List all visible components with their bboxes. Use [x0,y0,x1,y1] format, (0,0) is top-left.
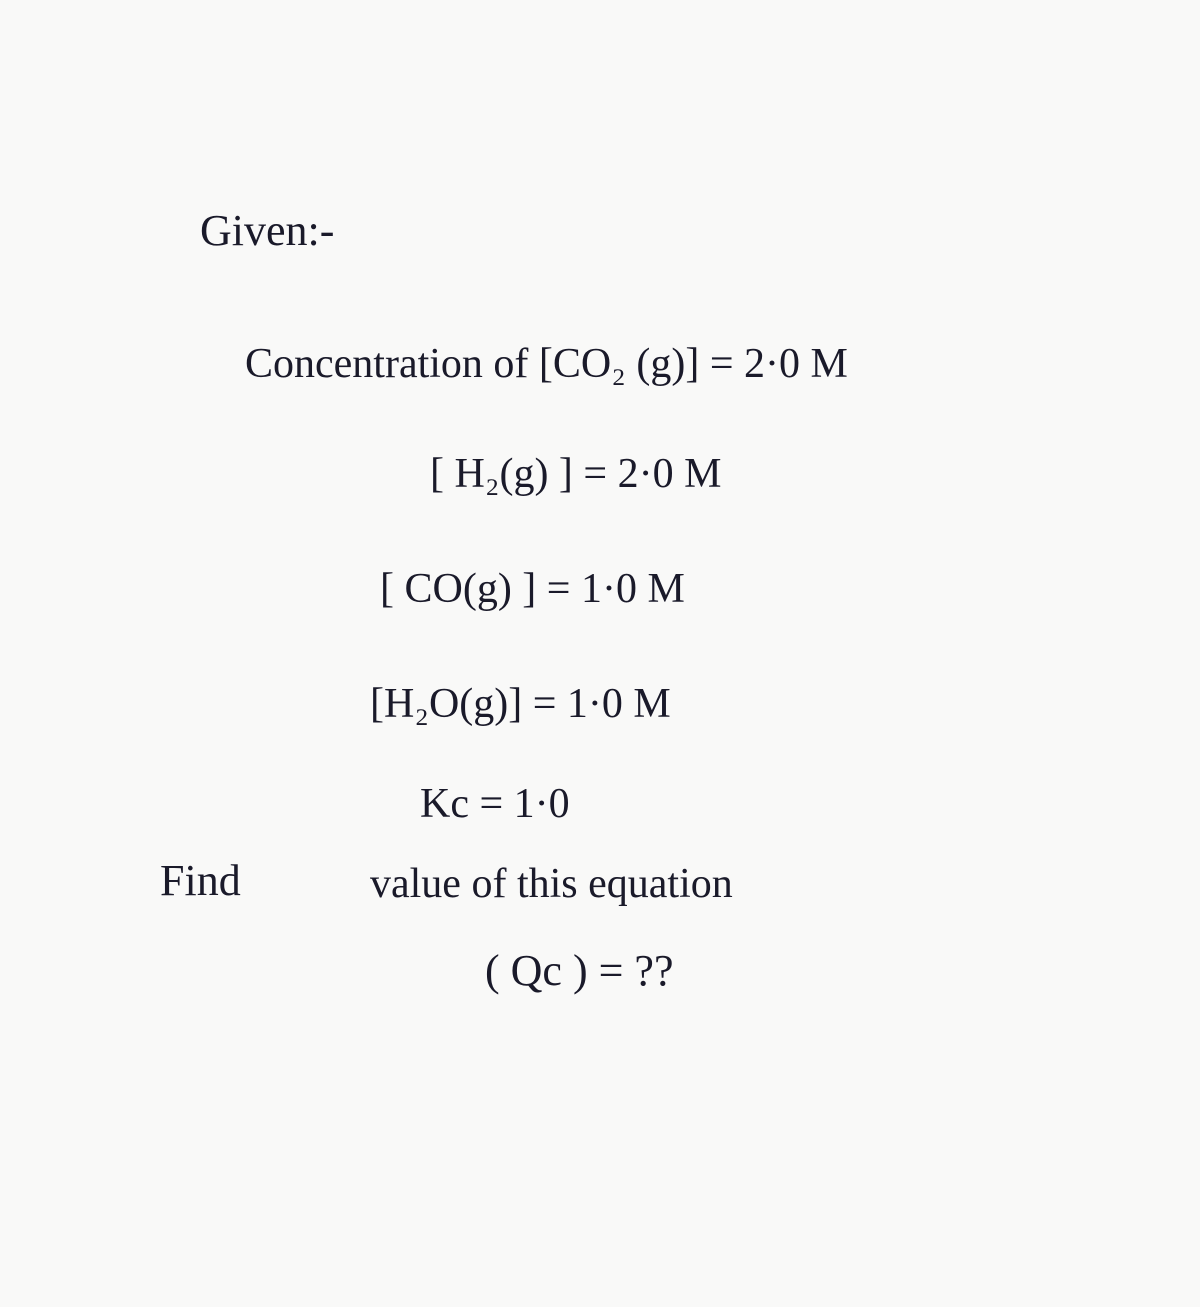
handwritten-page: Given:- Concentration of [CO₂ (g)] = 2·0… [0,0,1200,1307]
line4-rhs: = 1·0 M [533,681,671,727]
line3-rhs: = 1·0 M [547,566,685,612]
line1-rhs: = 2·0 M [710,341,848,387]
conc-h2o-line: [H₂O(g)] = 1·0 M [370,680,671,728]
line2-rhs: = 2·0 M [583,451,721,497]
line1-expr: [CO₂ (g)] [539,341,699,387]
find-line-2: ( Qc ) = ?? [485,945,673,996]
line4-expr: [H₂O(g)] [370,681,522,727]
conc-co-line: [ CO(g) ] = 1·0 M [380,565,685,613]
line2-expr: [ H₂(g) ] [430,451,573,497]
line1-prefix: Concentration of [245,341,539,387]
line3-expr: [ CO(g) ] [380,566,536,612]
conc-h2-line: [ H₂(g) ] = 2·0 M [430,450,721,498]
heading: Given:- [200,205,334,256]
find-label: Find [160,855,241,906]
kc-line: Kc = 1·0 [420,780,570,828]
conc-co2-line: Concentration of [CO₂ (g)] = 2·0 M [245,340,848,388]
find-line-1: value of this equation [370,860,733,908]
